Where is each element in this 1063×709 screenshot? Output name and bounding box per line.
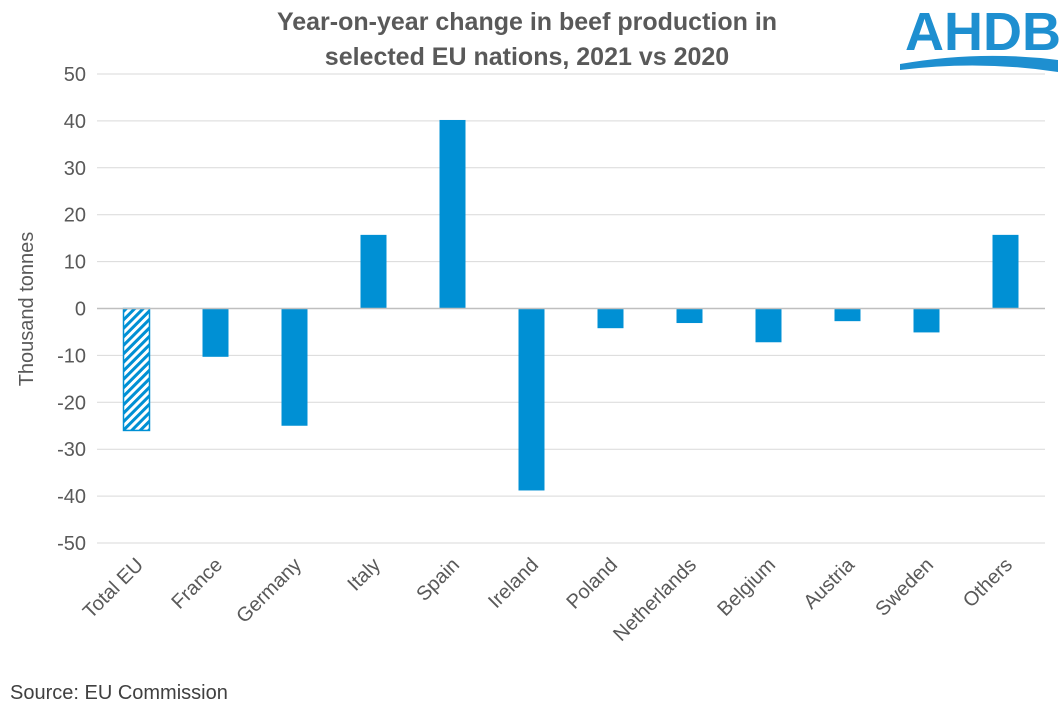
x-tick-label: Others bbox=[959, 554, 1017, 612]
x-tick-label: Ireland bbox=[484, 554, 543, 613]
x-tick-label: Belgium bbox=[713, 554, 780, 621]
y-axis-title: Thousand tonnes bbox=[16, 232, 38, 387]
ahdb-logo: AHDB bbox=[900, 2, 1061, 72]
y-tick-label: -50 bbox=[57, 533, 86, 555]
y-tick-label: -10 bbox=[57, 345, 86, 367]
bar-germany bbox=[281, 308, 308, 426]
chart-title-line-1: Year-on-year change in beef production i… bbox=[277, 8, 777, 36]
x-tick-label: Italy bbox=[344, 554, 385, 595]
gridlines bbox=[97, 73, 1045, 544]
x-tick-label: France bbox=[167, 554, 227, 614]
y-tick-label: -40 bbox=[57, 486, 86, 508]
chart-title-line-2: selected EU nations, 2021 vs 2020 bbox=[325, 43, 729, 71]
logo-swoosh bbox=[900, 55, 1058, 72]
bar-others bbox=[992, 234, 1019, 309]
y-tick-label: 10 bbox=[64, 252, 86, 274]
bar-italy bbox=[360, 234, 387, 309]
bars bbox=[122, 119, 1019, 491]
x-tick-label: Spain bbox=[412, 554, 464, 606]
bar-austria bbox=[834, 308, 861, 322]
bar-poland bbox=[597, 308, 624, 329]
y-tick-label: 30 bbox=[64, 158, 86, 180]
x-axis-labels: Total EU France Germany Italy Spain Ireland Po… bbox=[79, 553, 1017, 645]
x-tick-label: Sweden bbox=[871, 554, 938, 621]
y-tick-label: -20 bbox=[57, 392, 86, 414]
logo-text: AHDB bbox=[905, 2, 1061, 62]
x-tick-label: Netherlands bbox=[609, 554, 701, 646]
x-tick-label: Germany bbox=[232, 554, 306, 628]
y-tick-label: 40 bbox=[64, 111, 86, 133]
y-axis-ticks: 50 40 30 20 10 0 -10 -20 -30 -40 -50 bbox=[57, 64, 86, 555]
bar-netherlands bbox=[676, 308, 703, 324]
bar-spain bbox=[439, 119, 466, 309]
y-tick-label: 50 bbox=[64, 64, 86, 86]
x-tick-label: Poland bbox=[562, 554, 622, 614]
y-tick-label: -30 bbox=[57, 439, 86, 461]
x-tick-label: Austria bbox=[799, 553, 859, 613]
source-note: Source: EU Commission bbox=[10, 682, 228, 704]
bar-total-eu bbox=[122, 307, 151, 432]
bar-ireland bbox=[518, 308, 545, 491]
bar-sweden bbox=[913, 308, 940, 333]
y-tick-label: 20 bbox=[64, 205, 86, 227]
bar-belgium bbox=[755, 308, 782, 343]
bar-france bbox=[202, 308, 229, 357]
x-tick-label: Total EU bbox=[79, 554, 148, 623]
y-tick-label: 0 bbox=[75, 299, 86, 321]
